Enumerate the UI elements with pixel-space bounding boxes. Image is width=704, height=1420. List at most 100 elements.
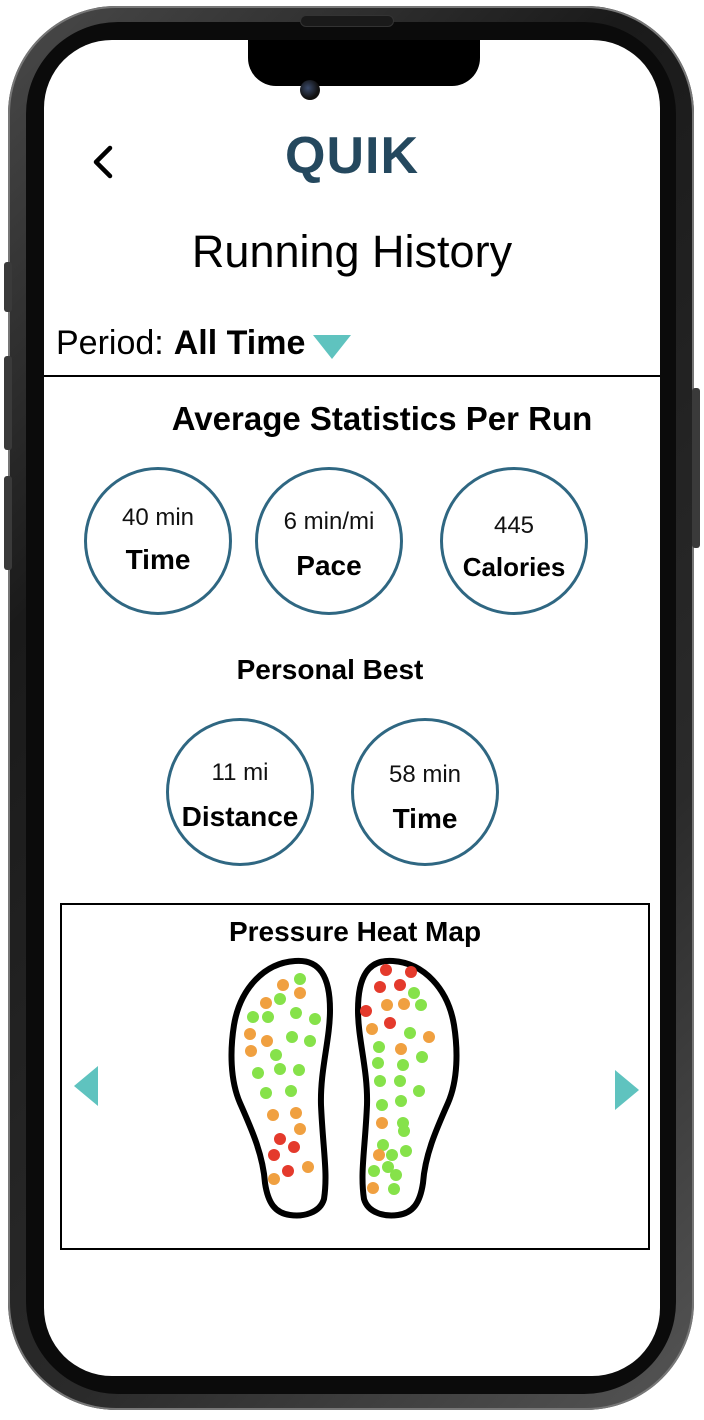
mute-switch [4, 262, 12, 312]
heat-map-title: Pressure Heat Map [228, 916, 482, 947]
average-statistics-title: Average Statistics Per Run [171, 400, 593, 437]
pressure-dot [293, 1064, 305, 1076]
pressure-dot [373, 1041, 385, 1053]
pb-distance-stat: 11 mi Distance [166, 718, 314, 866]
pressure-dot [394, 979, 406, 991]
personal-best-title: Personal Best [236, 654, 424, 685]
stat-label: Calories [462, 552, 566, 582]
pressure-dot [268, 1173, 280, 1185]
pressure-dot [413, 1085, 425, 1097]
stat-label: Pace [296, 550, 362, 581]
pressure-dot [309, 1013, 321, 1025]
pressure-dot [400, 1145, 412, 1157]
avg-calories-stat: 445 Calories [440, 467, 588, 615]
pressure-dot [397, 1059, 409, 1071]
pb-time-stat: 58 min Time [351, 718, 499, 866]
pressure-dot [274, 993, 286, 1005]
triangle-down-icon [313, 334, 352, 359]
pressure-dot [302, 1161, 314, 1173]
left-foot-outline [228, 957, 334, 1219]
front-camera [300, 80, 320, 100]
pressure-dot [386, 1149, 398, 1161]
pressure-dot [252, 1067, 264, 1079]
period-value: All Time [173, 324, 306, 362]
pressure-dots [244, 964, 435, 1195]
pressure-dot [405, 966, 417, 978]
pressure-dot [394, 1075, 406, 1087]
back-button[interactable] [86, 140, 120, 184]
pressure-dot [262, 1011, 274, 1023]
pressure-dot [288, 1141, 300, 1153]
pressure-dot [267, 1109, 279, 1121]
avg-pace-stat: 6 min/mi Pace [255, 467, 403, 615]
pressure-dot [294, 987, 306, 999]
pressure-dot [380, 964, 392, 976]
pressure-dot [260, 1087, 272, 1099]
pressure-dot [373, 1149, 385, 1161]
period-label: Period: [56, 324, 164, 362]
pressure-dot [376, 1117, 388, 1129]
pressure-dot [245, 1045, 257, 1057]
pressure-dot [382, 1161, 394, 1173]
pressure-dot [366, 1023, 378, 1035]
pressure-dot [374, 981, 386, 993]
page-title: Running History [191, 226, 513, 277]
previous-arrow-button[interactable] [74, 1066, 98, 1106]
pressure-dot [416, 1051, 428, 1063]
pressure-dot [294, 1123, 306, 1135]
pressure-dot [304, 1035, 316, 1047]
pressure-dot [381, 999, 393, 1011]
pressure-dot [377, 1139, 389, 1151]
pressure-dot [398, 1125, 410, 1137]
pressure-dot [261, 1035, 273, 1047]
feet-heat-map [228, 957, 460, 1219]
pressure-dot [290, 1107, 302, 1119]
pressure-dot [388, 1183, 400, 1195]
pressure-dot [274, 1133, 286, 1145]
speaker-grille [300, 15, 394, 27]
stat-value: 40 min [121, 504, 195, 531]
divider [44, 375, 660, 377]
pressure-dot [368, 1165, 380, 1177]
stat-value: 11 mi [211, 759, 269, 786]
stat-value: 445 [493, 512, 535, 539]
volume-down-button [4, 476, 12, 570]
pressure-dot [374, 1075, 386, 1087]
next-arrow-button[interactable] [615, 1070, 639, 1110]
period-dropdown[interactable]: Period: All Time [56, 324, 352, 363]
pressure-dot [372, 1057, 384, 1069]
pressure-dot [294, 973, 306, 985]
stat-label: Time [125, 544, 191, 575]
app-title: QUIK [285, 127, 419, 185]
chevron-left-icon [93, 145, 113, 179]
pressure-dot [423, 1031, 435, 1043]
pressure-dot [395, 1043, 407, 1055]
stat-label: Distance [181, 801, 299, 832]
pressure-dot [395, 1095, 407, 1107]
stat-value: 58 min [388, 761, 462, 788]
stat-label: Time [392, 803, 458, 834]
avg-time-stat: 40 min Time [84, 467, 232, 615]
stat-value: 6 min/mi [283, 508, 375, 535]
pressure-dot [286, 1031, 298, 1043]
screen [44, 40, 660, 1376]
pressure-dot [408, 987, 420, 999]
pressure-dot [285, 1085, 297, 1097]
pressure-dot [282, 1165, 294, 1177]
pressure-dot [367, 1182, 379, 1194]
pressure-dot [376, 1099, 388, 1111]
volume-up-button [4, 356, 12, 450]
pressure-dot [290, 1007, 302, 1019]
pressure-dot [390, 1169, 402, 1181]
pressure-dot [384, 1017, 396, 1029]
pressure-dot [274, 1063, 286, 1075]
pressure-dot [260, 997, 272, 1009]
notch [248, 40, 480, 86]
pressure-dot [247, 1011, 259, 1023]
heat-map-card [60, 903, 650, 1250]
pressure-dot [360, 1005, 372, 1017]
pressure-dot [277, 979, 289, 991]
pressure-dot [398, 998, 410, 1010]
pressure-dot [404, 1027, 416, 1039]
pressure-dot [415, 999, 427, 1011]
